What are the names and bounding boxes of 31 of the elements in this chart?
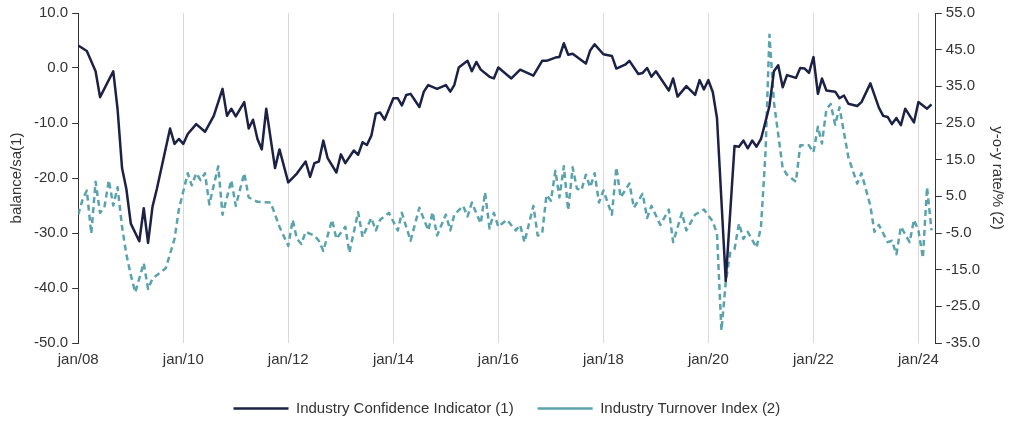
y2-tick-label: -15.0 [945,259,981,277]
y-tick-label: -20.0 [33,168,69,186]
x-tick-label: jan/24 [896,350,939,368]
x-tick-label: jan/16 [476,350,519,368]
y-tick-label: 10.0 [38,3,69,21]
x-tick-label: jan/14 [371,350,414,368]
y2-axis-title: y-o-y rate/% (2) [989,126,1007,230]
y2-tick-label: -35.0 [945,333,981,351]
line-series [78,33,933,332]
x-tick-label: jan/08 [56,350,99,368]
y-tick-label: 0.0 [47,58,69,76]
legend-label: Industry Turnover Index (2) [600,398,781,416]
y2-tick-label: 35.0 [945,76,976,94]
y2-tick-label: 15.0 [945,149,976,167]
y2-tick-label: -5.0 [945,223,972,241]
y-tick-label: -40.0 [33,278,69,296]
y-tick-label: -50.0 [33,333,69,351]
x-tick-label: jan/22 [792,350,834,368]
x-tick-label: jan/10 [161,350,204,368]
y-axis-title: balance/sa(1) [7,132,25,224]
y2-tick-label: 25.0 [945,113,976,131]
x-tick-label: jan/20 [686,350,729,368]
y-tick-label: -30.0 [33,223,69,241]
y2-tick-label: 45.0 [945,39,976,57]
y2-tick-label: -25.0 [945,296,981,314]
y-tick-label: -10.0 [33,113,69,131]
y2-tick-label: 55.0 [945,3,976,21]
y2-tick-label: 5.0 [945,186,967,204]
x-tick-label: jan/12 [266,350,309,368]
x-tick-label: jan/18 [581,350,624,368]
legend-label: Industry Confidence Indicator (1) [296,398,514,416]
